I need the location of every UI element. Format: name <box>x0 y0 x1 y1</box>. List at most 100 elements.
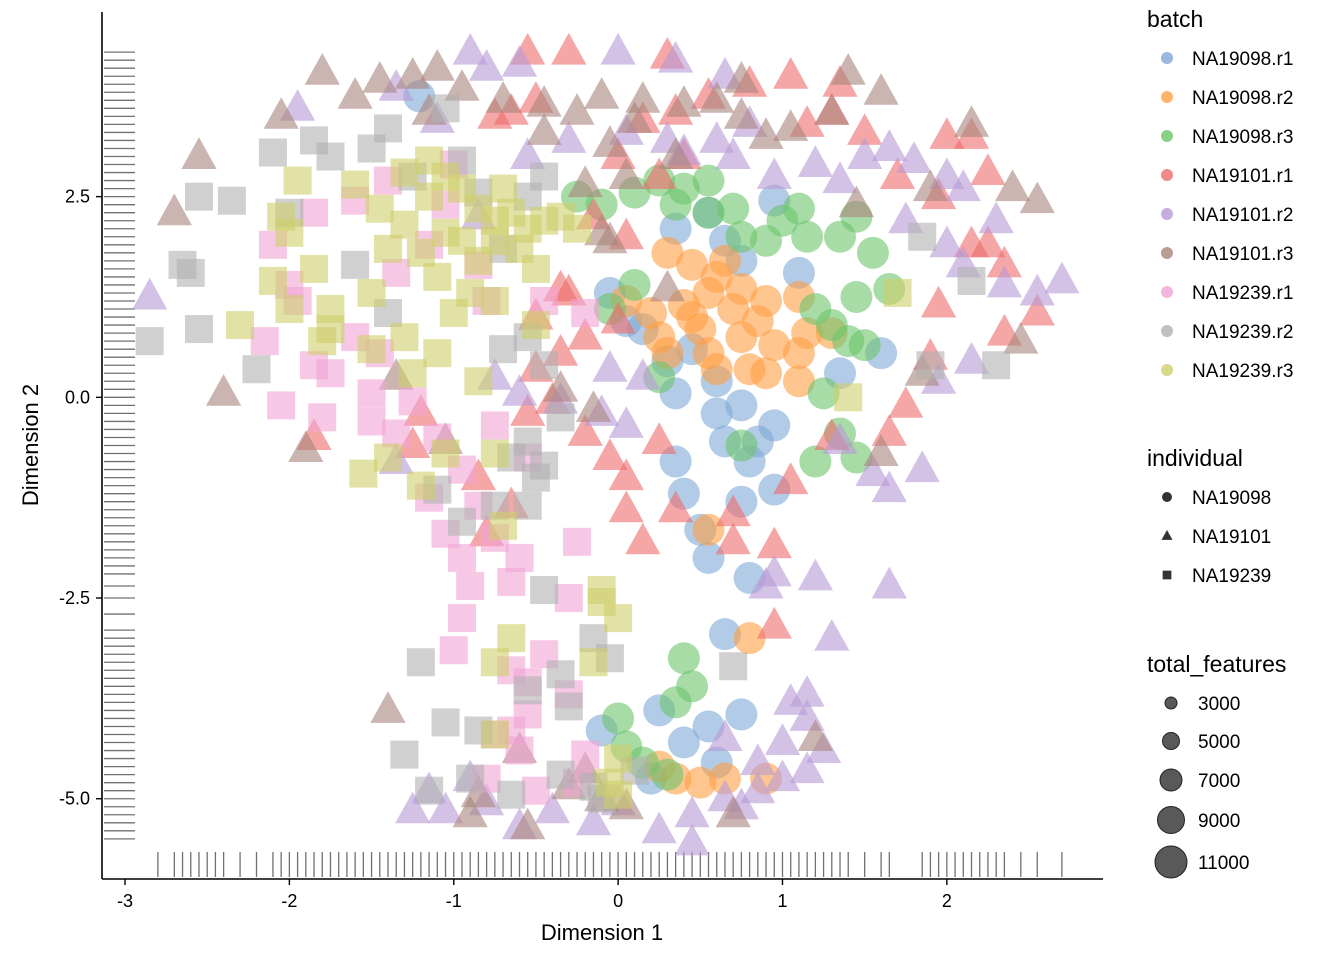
point-NA19101.r2-39 <box>764 723 801 755</box>
point-NA19101.r2-51 <box>575 803 612 836</box>
x-tick-label-1: -2 <box>281 891 297 911</box>
point-NA19239.r3-27 <box>390 323 419 352</box>
point-NA19101.r2-10 <box>551 121 587 153</box>
point-NA19101.r3-10 <box>559 93 595 125</box>
legend-key-size-9000 <box>1157 806 1185 834</box>
point-NA19101.r1-27 <box>773 462 809 495</box>
point-NA19101.r3-0 <box>181 137 217 169</box>
point-NA19239.r2-10 <box>374 114 402 143</box>
point-NA19098.r1-24 <box>692 541 725 574</box>
point-NA19239.r3-29 <box>464 367 493 396</box>
point-NA19101.r2-23 <box>929 157 965 189</box>
point-NA19101.r3-57 <box>723 61 759 93</box>
y-axis-title: Dimension 2 <box>18 384 43 506</box>
point-NA19098.r1-29 <box>725 698 758 731</box>
point-NA19239.r3-2 <box>300 254 329 283</box>
point-NA19101.r3-47 <box>575 390 612 422</box>
point-NA19239.r3-55 <box>390 158 419 187</box>
point-NA19101.r3-53 <box>797 719 833 751</box>
legend-key-NA19239.r1 <box>1161 286 1173 298</box>
point-NA19098.r3-19 <box>848 329 881 362</box>
legend-label-size-9000: 9000 <box>1198 811 1240 832</box>
point-NA19239.r1-28 <box>554 584 583 613</box>
point-NA19098.r3-31 <box>659 686 692 719</box>
point-NA19101.r3-42 <box>592 221 628 254</box>
point-NA19239.r3-56 <box>365 194 394 223</box>
legend-title-total-features: total_features <box>1147 651 1286 677</box>
point-NA19101.r3-19 <box>830 53 866 85</box>
point-NA19239.r1-39 <box>521 776 550 805</box>
point-NA19101.r2-24 <box>945 169 981 202</box>
point-NA19101.r3-1 <box>156 193 192 226</box>
legend-label-NA19101: NA19101 <box>1192 527 1271 548</box>
point-NA19098.r1-28 <box>692 710 725 743</box>
point-NA19101.r3-23 <box>995 169 1031 202</box>
point-NA19098.r3-5 <box>692 196 725 229</box>
point-NA19101.r1-34 <box>592 438 628 470</box>
point-NA19101.r1-49 <box>395 426 431 458</box>
point-NA19101.r2-14 <box>132 277 168 310</box>
point-NA19098.r2-23 <box>692 513 725 546</box>
point-NA19239.r1-4 <box>300 198 329 227</box>
legend-label-NA19239: NA19239 <box>1192 566 1271 587</box>
rug-marks <box>104 51 1063 877</box>
point-NA19098.r2-12 <box>725 321 758 354</box>
point-NA19101.r3-29 <box>370 691 406 723</box>
point-NA19098.r2-13 <box>758 329 791 362</box>
legend-label-NA19098.r2: NA19098.r2 <box>1192 88 1293 109</box>
point-NA19239.r3-38 <box>406 471 435 500</box>
point-NA19239.r3-48 <box>579 648 608 677</box>
point-NA19098.r2-20 <box>750 357 783 390</box>
point-NA19101.r3-21 <box>838 185 874 218</box>
point-NA19239.r3-42 <box>489 511 518 540</box>
legend-label-size-3000: 3000 <box>1198 694 1240 715</box>
legend-label-size-5000: 5000 <box>1198 732 1240 753</box>
legend-key-NA19239.r3 <box>1161 364 1173 376</box>
point-NA19239.r1-50 <box>571 299 600 328</box>
point-NA19101.r1-28 <box>756 526 792 559</box>
point-NA19098.r3-28 <box>725 429 758 462</box>
point-NA19101.r2-30 <box>1044 261 1080 294</box>
x-axis-title: Dimension 1 <box>541 920 663 945</box>
point-NA19098.r2-3 <box>692 276 725 309</box>
point-NA19239.r3-62 <box>480 287 509 315</box>
legend-label-NA19239.r1: NA19239.r1 <box>1192 283 1293 304</box>
legend-key-NA19098 <box>1162 492 1172 502</box>
point-NA19239.r2-49 <box>184 315 213 344</box>
point-NA19239.r3-50 <box>604 744 633 773</box>
point-NA19239.r3-36 <box>308 327 337 356</box>
point-NA19098.r1-3 <box>659 212 692 245</box>
legend-key-NA19101.r2 <box>1161 208 1173 220</box>
point-NA19101.r1-22 <box>921 285 957 318</box>
point-NA19239.r3-26 <box>439 299 468 328</box>
point-NA19239.r3-6 <box>390 210 419 239</box>
point-NA19098.r2-15 <box>651 337 684 370</box>
legend-title-individual: individual <box>1147 445 1243 471</box>
point-NA19101.r1-29 <box>715 494 751 527</box>
point-NA19101.r2-3 <box>600 32 636 65</box>
x-tick-label-5: 2 <box>942 891 952 911</box>
y-tick-label-2: -2.5 <box>59 588 90 608</box>
point-NA19101.r3-11 <box>584 77 620 109</box>
legend-label-NA19239.r3: NA19239.r3 <box>1192 361 1293 382</box>
point-NA19239.r3-16 <box>563 214 592 243</box>
point-NA19101.r2-42 <box>764 759 801 792</box>
series-NA19101.r3 <box>156 49 1055 840</box>
point-NA19101.r3-3 <box>288 430 324 462</box>
y-tick-label-3: -5.0 <box>59 789 90 809</box>
point-NA19098.r3-37 <box>782 192 815 225</box>
point-NA19101.r3-17 <box>773 109 809 141</box>
point-NA19101.r2-11 <box>510 137 546 169</box>
point-NA19101.r2-19 <box>822 161 858 194</box>
x-tick-label-0: -3 <box>117 891 133 911</box>
point-NA19239.r2-15 <box>530 162 559 191</box>
point-NA19239.r2-26 <box>447 507 476 536</box>
point-NA19101.r2-35 <box>871 566 907 599</box>
point-NA19239.r3-47 <box>480 648 509 677</box>
point-NA19098.r2-24 <box>733 622 766 655</box>
point-NA19239.r2-51 <box>431 94 460 123</box>
point-NA19239.r2-48 <box>341 250 370 279</box>
y-tick-label-0: 2.5 <box>65 187 90 207</box>
point-NA19239.r3-40 <box>349 459 378 488</box>
point-NA19101.r3-12 <box>625 81 661 113</box>
